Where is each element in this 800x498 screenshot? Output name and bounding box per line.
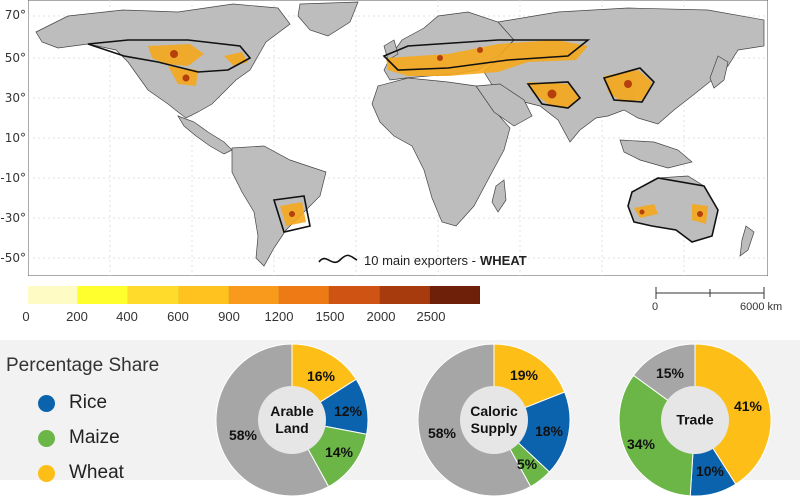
distance-scale-end: 6000 km (740, 301, 783, 313)
center-label-line: Caloric (470, 403, 518, 419)
donut-center-label: Caloric Supply (459, 403, 529, 437)
center-label-line: Arable (270, 403, 314, 419)
legend-item-rice: Rice (38, 392, 107, 414)
legend-dot (38, 394, 55, 412)
map-panel: 70° 50° 30° 10° -10° -30° -50° (0, 0, 783, 324)
color-scale-swatch (228, 286, 280, 304)
color-scale-swatch (379, 286, 430, 304)
exporter-line-icon (318, 254, 358, 264)
slice-label-wheat: 19% (509, 367, 539, 383)
slice-label-maize: 34% (626, 436, 656, 452)
color-scale-swatch (279, 286, 330, 304)
donut-center (258, 386, 326, 454)
slice-label-maize: 14% (324, 444, 354, 460)
density-color-scale (28, 286, 480, 304)
world-map (28, 0, 768, 276)
donut-trade (618, 343, 772, 497)
slice-label-other: 58% (427, 425, 457, 441)
legend-item-maize: Maize (38, 427, 120, 449)
scale-tick-label: 200 (66, 309, 88, 324)
legend-label: Wheat (69, 462, 124, 483)
slice-label-wheat: 16% (306, 368, 336, 384)
distance-scale-start: 0 (652, 301, 659, 313)
legend-label: Rice (69, 392, 108, 413)
scale-tick-label: 0 (22, 309, 30, 324)
latitude-label: 50° (4, 51, 26, 65)
exporters-legend-crop: WHEAT (480, 252, 527, 268)
scale-tick-label: 900 (218, 309, 240, 324)
latitude-label: -50° (0, 251, 26, 265)
latitude-label: 30° (4, 91, 26, 105)
slice-label-rice: 10% (695, 463, 725, 479)
donut-center-label: Trade (660, 412, 730, 429)
latitude-label: 10° (4, 131, 26, 145)
center-label-line: Land (275, 420, 309, 436)
color-scale-swatch (28, 286, 79, 304)
scale-tick-label: 600 (167, 309, 189, 324)
scale-tick-label: 2500 (416, 309, 446, 324)
slice-label-other: 58% (228, 427, 258, 443)
scale-tick-label: 1200 (264, 309, 294, 324)
legend-label: Maize (69, 427, 120, 448)
slice-label-maize: 5% (516, 456, 538, 472)
color-scale-swatch (429, 286, 480, 304)
color-scale-swatch (128, 286, 179, 304)
exporters-legend: 10 main exporters - WHEAT (318, 250, 527, 270)
center-label-line: Supply (470, 420, 518, 436)
color-scale-swatch (178, 286, 229, 304)
legend-dot (38, 429, 55, 447)
color-scale-swatch (329, 286, 380, 304)
donut-center (460, 386, 528, 454)
slice-label-other: 15% (655, 365, 685, 381)
slice-label-wheat: 41% (733, 398, 763, 414)
wheat-hotspots (170, 47, 703, 217)
legend-item-wheat: Wheat (38, 462, 124, 484)
scale-tick-label: 400 (116, 309, 138, 324)
legend-dot (38, 464, 55, 482)
scale-tick-label: 2000 (366, 309, 396, 324)
donut-center (661, 386, 729, 454)
donut-caloric-supply (417, 343, 571, 497)
main-exporters-outline (87, 39, 719, 243)
exporters-legend-text: 10 main exporters - (364, 252, 476, 268)
donut-center-label: Arable Land (257, 403, 327, 437)
distance-scale-bar (655, 287, 765, 299)
scale-tick-label: 1500 (315, 309, 345, 324)
share-title: Percentage Share (6, 355, 160, 376)
slice-label-rice: 12% (333, 403, 363, 419)
slice-label-rice: 18% (534, 423, 564, 439)
latitude-label: -30° (0, 211, 26, 225)
center-label-line: Trade (676, 411, 714, 428)
latitude-label: -10° (0, 171, 26, 185)
color-scale-swatch (78, 286, 129, 304)
latitude-label: 70° (4, 8, 26, 22)
donut-arable-land (215, 343, 369, 497)
